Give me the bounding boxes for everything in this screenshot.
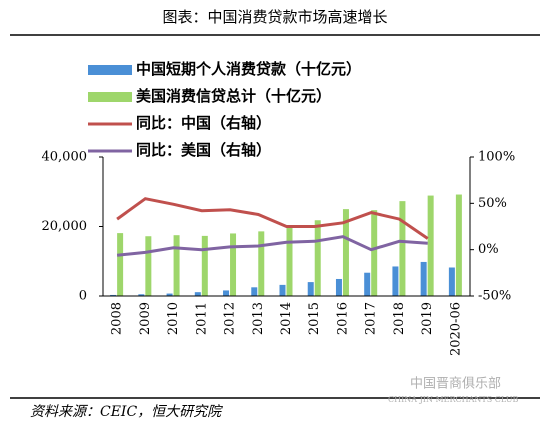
bar [399,201,406,296]
x-tick-label: 2015 [307,302,322,335]
y-tick-label: 0 [79,289,87,304]
bar [117,233,124,296]
bar [173,235,180,296]
bar [314,220,321,296]
bar [420,261,427,296]
x-tick-label: 2020-06 [448,302,463,356]
y-tick-label: 20,000 [42,219,88,234]
y-tick-label: 40,000 [42,150,88,165]
legend-label: 同比：美国（右轴） [136,141,271,159]
x-tick-label: 2013 [251,302,266,335]
x-tick-label: 2018 [392,302,407,335]
bar [371,210,378,296]
legend-label: 同比：中国（右轴） [136,114,271,132]
chart-title: 图表：中国消费贷款市场高速增长 [162,8,387,26]
legend-swatch [88,65,132,75]
bar [251,287,258,296]
bar [201,235,208,296]
legend-swatch [88,92,132,102]
watermark-en: CHINA JIN MERCHANTS CLUB [388,395,519,404]
x-tick-label: 2009 [138,302,153,335]
legend-label: 中国短期个人消费贷款（十亿元） [136,60,361,78]
bar [258,231,265,296]
watermark: 中国晋商俱乐部 [410,377,501,392]
bar [223,290,230,296]
x-tick-label: 2012 [223,302,238,335]
bar [307,282,314,296]
x-tick-label: 2011 [194,302,209,335]
bar [138,294,145,296]
bar [427,195,434,296]
y2-tick-label: 50% [478,196,507,211]
x-tick-label: 2019 [420,302,435,335]
line [116,197,429,240]
source: 资料来源：CEIC，恒大研究院 [30,404,223,420]
x-tick-label: 2016 [335,302,350,335]
bar [392,266,399,296]
bar [448,267,455,296]
bar [166,293,173,296]
bar [342,209,349,296]
x-tick-label: 2008 [110,302,125,335]
bar [230,233,237,296]
bar [455,194,462,296]
bar [335,278,342,296]
bar [145,236,152,296]
legend-label: 美国消费信贷总计（十亿元） [136,87,331,105]
line [116,235,428,257]
bar [194,292,201,296]
x-tick-label: 2010 [166,302,181,335]
bar [286,226,293,296]
bar [110,294,117,296]
y2-tick-label: 0% [478,242,499,257]
x-tick-label: 2014 [279,302,294,335]
y2-tick-label: 100% [478,150,515,165]
bar [279,284,286,296]
x-tick-label: 2017 [364,302,379,335]
bar [364,272,371,296]
y2-tick-label: -50% [478,289,511,304]
